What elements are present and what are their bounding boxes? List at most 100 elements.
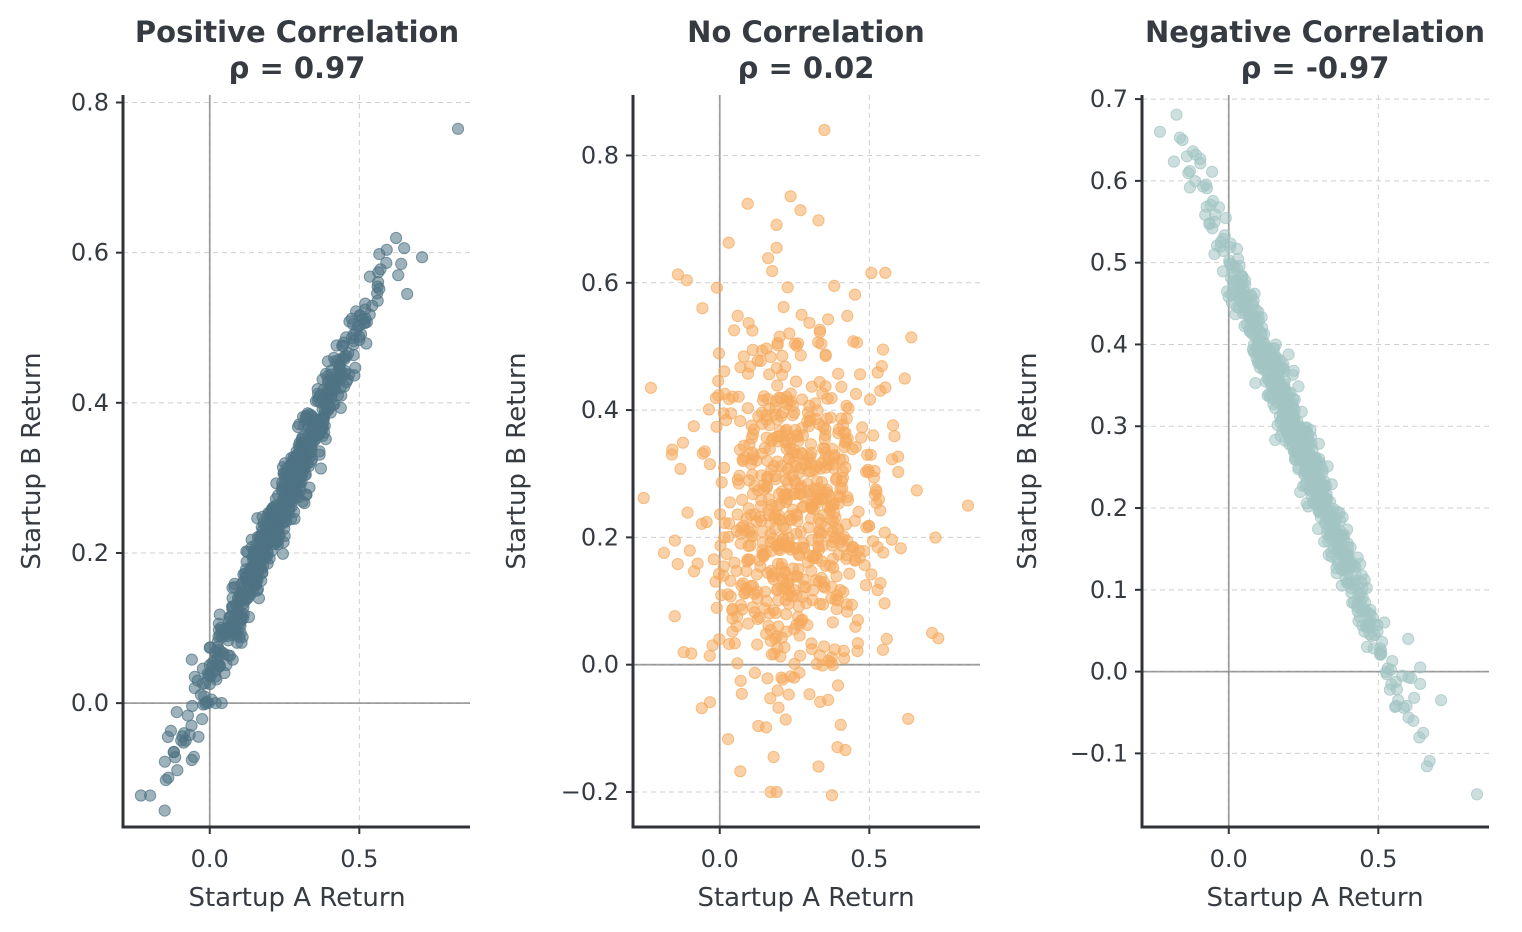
- data-point: [809, 412, 822, 425]
- data-point: [777, 300, 790, 314]
- data-point: [741, 553, 754, 566]
- data-point: [731, 657, 744, 670]
- data-point: [185, 719, 198, 732]
- data-point: [380, 243, 393, 256]
- data-point: [803, 688, 816, 701]
- data-point: [416, 251, 429, 264]
- y-tick-label: 0.6: [1090, 167, 1128, 195]
- data-point: [1351, 597, 1364, 610]
- data-point: [296, 431, 309, 444]
- data-point: [1176, 133, 1189, 147]
- data-point: [803, 316, 816, 329]
- data-point: [843, 567, 856, 580]
- data-point: [347, 328, 360, 341]
- data-point: [731, 508, 744, 521]
- data-point: [781, 462, 795, 475]
- data-point: [760, 409, 773, 422]
- data-point: [314, 396, 327, 409]
- data-point: [726, 390, 740, 403]
- data-point: [1324, 527, 1337, 541]
- data-point: [1211, 239, 1224, 252]
- data-point: [698, 445, 712, 458]
- data-point: [666, 443, 679, 456]
- data-point: [815, 555, 828, 568]
- y-tick-label: 0.8: [71, 89, 109, 117]
- x-tick-label: 0.0: [701, 845, 739, 873]
- data-point: [451, 122, 465, 135]
- data-point: [715, 589, 728, 602]
- data-point: [710, 420, 723, 433]
- data-point: [818, 123, 831, 137]
- data-point: [805, 380, 818, 393]
- data-point: [747, 423, 760, 436]
- data-point: [894, 542, 907, 555]
- data-point: [164, 724, 177, 738]
- data-point: [823, 504, 837, 517]
- data-point: [723, 517, 736, 530]
- data-point: [764, 516, 777, 529]
- data-point: [1390, 683, 1404, 696]
- data-point: [1335, 579, 1348, 592]
- data-point: [750, 568, 763, 581]
- data-point: [784, 190, 797, 203]
- data-point: [726, 604, 739, 617]
- data-point: [780, 625, 793, 638]
- data-point: [734, 537, 747, 550]
- data-point: [1194, 152, 1207, 165]
- data-point: [757, 390, 771, 403]
- data-point: [803, 399, 816, 412]
- data-point: [775, 557, 788, 571]
- data-point: [226, 600, 239, 613]
- data-point: [212, 617, 225, 630]
- data-point: [671, 268, 685, 281]
- data-point: [1230, 301, 1244, 314]
- data-point: [734, 415, 747, 428]
- data-point: [790, 618, 803, 631]
- panel-subtitle: ρ = -0.97: [1241, 51, 1390, 85]
- data-point: [252, 592, 265, 605]
- x-tick-label: 0.5: [340, 845, 378, 873]
- positive-correlation-panel: Positive Correlation ρ = 0.97 Startup A …: [17, 15, 470, 913]
- data-point: [1250, 352, 1263, 365]
- data-point: [758, 478, 771, 491]
- y-axis-label: Startup B Return: [1013, 352, 1043, 569]
- data-point: [1278, 382, 1292, 395]
- data-point: [1423, 754, 1436, 768]
- data-point: [756, 548, 769, 561]
- data-point: [856, 421, 869, 434]
- data-point: [334, 364, 347, 377]
- y-tick-label: 0.0: [71, 689, 109, 717]
- data-point: [752, 719, 765, 733]
- data-point: [874, 384, 887, 397]
- y-tick-label: 0.0: [581, 651, 619, 679]
- data-point: [742, 502, 755, 515]
- data-point: [780, 608, 793, 621]
- data-point: [849, 620, 862, 633]
- data-point: [246, 550, 259, 563]
- data-point: [819, 429, 832, 442]
- data-point: [1246, 323, 1259, 336]
- data-point: [764, 692, 777, 705]
- data-point: [816, 659, 829, 672]
- data-point: [1282, 348, 1295, 361]
- data-point: [1329, 513, 1343, 526]
- data-point: [773, 330, 786, 343]
- data-point: [879, 266, 892, 279]
- data-point: [817, 442, 830, 455]
- data-point: [395, 257, 408, 270]
- data-point: [316, 373, 329, 386]
- data-point: [1310, 492, 1323, 506]
- data-point: [723, 496, 737, 509]
- data-point: [831, 679, 845, 692]
- data-point: [734, 443, 747, 456]
- y-tick-label: 0.2: [71, 539, 109, 567]
- y-tick-label: 0.6: [581, 269, 619, 297]
- data-point: [770, 785, 783, 799]
- data-point: [801, 484, 815, 498]
- data-point: [741, 402, 755, 415]
- data-point: [877, 546, 890, 559]
- y-tick-label: 0.5: [1090, 249, 1128, 277]
- data-point: [766, 264, 779, 278]
- data-point: [781, 281, 794, 294]
- data-point: [772, 594, 785, 607]
